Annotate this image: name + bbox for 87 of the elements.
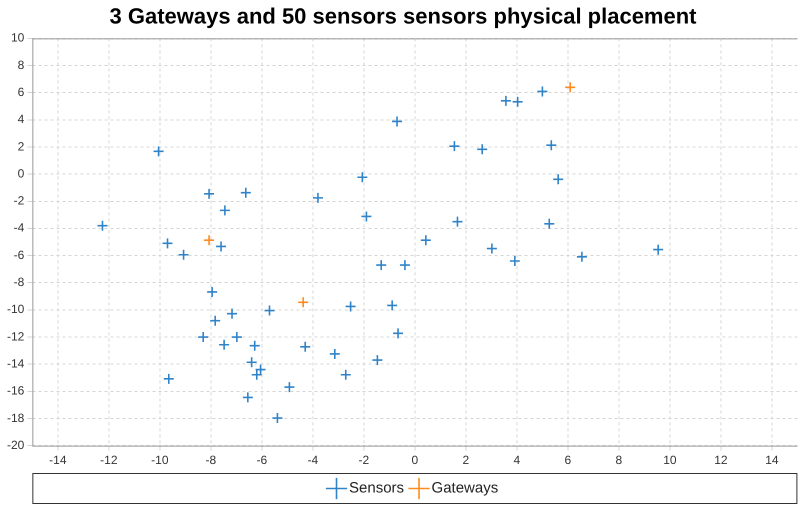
legend-label: Sensors (349, 480, 404, 497)
point (297, 296, 309, 308)
y-tick-label: -8 (14, 275, 25, 290)
y-tick-label: -18 (7, 410, 25, 425)
y-tick-label: -12 (7, 329, 25, 344)
point (203, 234, 215, 246)
point (509, 255, 521, 267)
point (344, 300, 356, 312)
point (250, 368, 263, 381)
x-tick-label: 8 (616, 453, 623, 468)
point (240, 186, 252, 199)
y-tick-label: -2 (14, 194, 25, 208)
point (340, 368, 352, 381)
point (162, 373, 175, 385)
point (328, 348, 341, 360)
x-tick-label: 0 (412, 453, 419, 468)
point (162, 238, 174, 250)
y-tick-label: -14 (7, 356, 25, 370)
point (391, 116, 403, 128)
point (452, 216, 464, 228)
x-tick-label: 10 (663, 453, 677, 468)
point (254, 364, 266, 376)
x-tick-label: -6 (256, 453, 268, 468)
point (546, 139, 558, 152)
point (448, 140, 460, 152)
point (420, 234, 432, 246)
y-tick-label: 10 (10, 30, 25, 45)
point (284, 381, 296, 393)
x-tick-label: -2 (358, 453, 370, 468)
y-tick-label: -10 (7, 302, 25, 316)
point (231, 331, 243, 343)
x-tick-label: -4 (308, 453, 319, 468)
x-tick-label: -10 (151, 453, 169, 468)
point (486, 242, 498, 254)
point (248, 340, 261, 352)
x-tick-label: 14 (765, 453, 779, 468)
point (226, 308, 238, 320)
x-tick-label: 6 (564, 453, 572, 468)
legend-label: Gateways (432, 480, 498, 497)
point (476, 143, 488, 156)
point (96, 220, 108, 232)
point (552, 173, 564, 186)
point (372, 354, 384, 366)
point (209, 314, 221, 327)
y-tick-label: -20 (7, 438, 25, 452)
y-tick-label: 2 (18, 139, 25, 154)
x-tick-label: -14 (49, 453, 67, 468)
point (500, 95, 512, 107)
point (512, 96, 524, 108)
y-tick-label: -6 (14, 248, 25, 262)
x-tick-label: 12 (714, 453, 728, 468)
point (375, 259, 388, 271)
point (543, 218, 556, 230)
y-tick-label: 6 (18, 85, 25, 100)
x-tick-label: 4 (514, 453, 521, 468)
point (215, 240, 227, 252)
point (386, 300, 398, 312)
y-tick-label: 0 (18, 166, 25, 180)
point (536, 86, 548, 98)
chart-title: 3 Gateways and 50 sensors sensors physical placement (110, 3, 698, 28)
y-tick-label: 4 (18, 112, 25, 126)
x-tick-label: -12 (100, 453, 118, 468)
point (264, 304, 276, 316)
point (178, 248, 190, 261)
y-tick-label: 8 (18, 58, 25, 72)
point (206, 286, 218, 298)
point (399, 259, 411, 271)
point (219, 204, 231, 216)
point (576, 250, 588, 263)
point (564, 81, 576, 94)
point (392, 328, 404, 340)
point (242, 392, 254, 404)
point (312, 192, 324, 204)
point (197, 331, 210, 343)
point (299, 340, 312, 353)
point (360, 210, 372, 222)
point (203, 188, 215, 200)
point (272, 412, 284, 424)
y-tick-label: -16 (7, 384, 25, 398)
x-tick-label: 2 (462, 453, 470, 468)
point (246, 356, 258, 368)
x-tick-label: -8 (206, 453, 217, 468)
y-tick-label: -4 (14, 220, 25, 235)
point (652, 244, 664, 256)
point (356, 171, 368, 184)
point (218, 338, 230, 351)
point (152, 146, 164, 158)
